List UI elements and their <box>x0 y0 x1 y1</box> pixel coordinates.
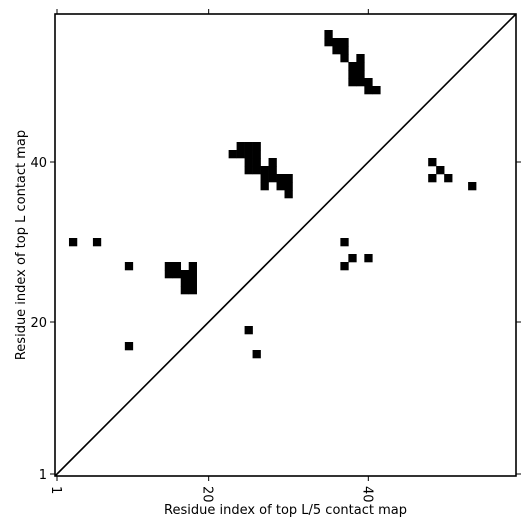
contact-cell-upper <box>260 166 269 175</box>
contact-cell-upper <box>260 182 269 191</box>
contact-cell-upper <box>252 158 261 167</box>
contact-cell-lower <box>188 262 197 271</box>
contact-cell-upper <box>228 150 237 159</box>
contact-cell-upper <box>340 54 349 63</box>
contact-cell-upper <box>364 86 373 95</box>
contact-cell-lower <box>164 270 174 279</box>
contact-cell-upper <box>284 174 293 183</box>
contact-cell-lower <box>340 238 349 247</box>
contact-cell-lower <box>124 262 134 271</box>
contact-cell-upper <box>356 70 365 79</box>
contact-cell-upper <box>236 150 245 159</box>
y-tick-label: 40 <box>30 156 47 171</box>
contact-cell-lower <box>444 174 453 183</box>
y-tick-label: 20 <box>30 316 47 331</box>
contact-cell-upper <box>348 78 357 87</box>
x-tick-label: 20 <box>200 486 215 503</box>
contact-cell-upper <box>372 86 381 95</box>
contact-cell-upper <box>324 38 333 47</box>
diagonal-line <box>54 13 517 477</box>
contact-cell-lower <box>252 350 261 359</box>
contact-cells <box>68 30 477 359</box>
x-axis-label: Residue index of top L/5 contact map <box>164 503 407 518</box>
contact-cell-upper <box>340 46 349 55</box>
contact-cell-upper <box>236 142 245 151</box>
contact-cell-upper <box>356 78 365 87</box>
contact-cell-upper <box>244 150 253 159</box>
contact-cell-upper <box>268 158 277 167</box>
contact-cell-upper <box>252 166 261 175</box>
contact-cell-upper <box>276 174 285 183</box>
contact-cell-upper <box>244 158 253 167</box>
contact-cell-lower <box>164 262 174 271</box>
contact-cell-lower <box>68 238 78 247</box>
contact-cell-lower <box>188 270 197 279</box>
plot-frame <box>54 13 517 477</box>
contact-cell-lower <box>188 278 197 287</box>
contact-cell-upper <box>348 62 357 71</box>
contact-cell-lower <box>172 262 182 271</box>
contact-cell-lower <box>364 254 373 263</box>
x-tick-label: 1 <box>48 486 63 494</box>
axis-ticks: 1 20 40 1 20 40 <box>30 9 521 503</box>
y-axis-label: Residue index of top L contact map <box>14 130 29 360</box>
contact-cell-lower <box>124 342 134 351</box>
contact-cell-lower <box>348 254 357 263</box>
contact-cell-lower <box>340 262 349 271</box>
contact-cell-upper <box>284 190 293 199</box>
contact-cell-upper <box>356 54 365 63</box>
contact-cell-lower <box>180 286 190 295</box>
contact-cell-upper <box>276 182 285 191</box>
contact-cell-lower <box>188 286 197 295</box>
contact-cell-upper <box>364 78 373 87</box>
contact-cell-lower <box>92 238 102 247</box>
contact-cell-lower <box>180 270 190 279</box>
contact-cell-upper <box>244 142 253 151</box>
contact-cell-lower <box>244 326 253 335</box>
contact-cell-upper <box>260 174 269 183</box>
contact-cell-upper <box>340 38 349 47</box>
contact-cell-upper <box>252 150 261 159</box>
contact-cell-lower <box>436 166 445 175</box>
contact-cell-upper <box>348 70 357 79</box>
contact-cell-lower <box>172 270 182 279</box>
contact-cell-lower <box>468 182 477 191</box>
contact-cell-upper <box>244 166 253 175</box>
contact-cell-upper <box>268 166 277 175</box>
contact-cell-upper <box>268 174 277 183</box>
contact-cell-lower <box>428 174 437 183</box>
y-tick-label: 1 <box>39 468 47 483</box>
contact-cell-lower <box>180 278 190 287</box>
contact-cell-upper <box>332 46 341 55</box>
x-tick-label: 40 <box>359 486 374 503</box>
contact-cell-lower <box>428 158 437 167</box>
contact-cell-upper <box>252 142 261 151</box>
contact-cell-upper <box>284 182 293 191</box>
contact-cell-upper <box>356 62 365 71</box>
contact-cell-upper <box>332 38 341 47</box>
contact-cell-upper <box>324 30 333 39</box>
